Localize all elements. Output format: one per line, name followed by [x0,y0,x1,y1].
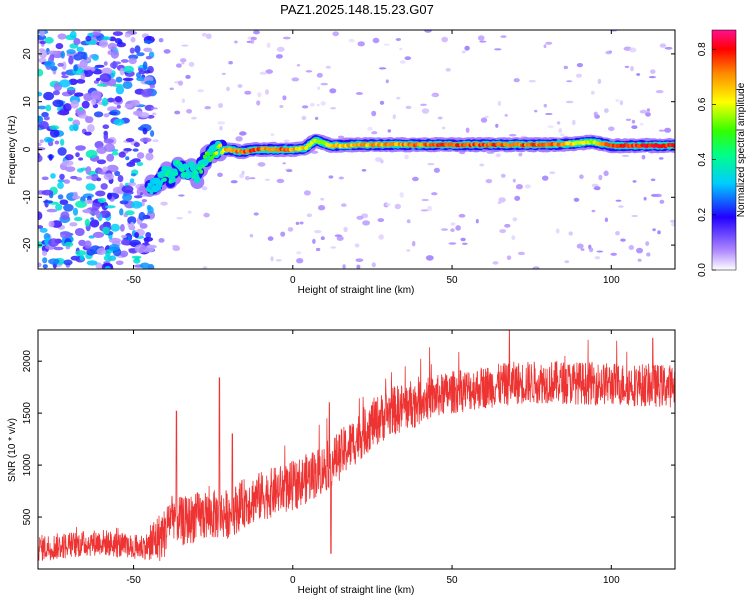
snr-frame [37,329,676,570]
colorbar-label: Normalized spectral amplitude [736,82,747,217]
spectrogram-x-tick-label: 0 [290,275,296,286]
spectrogram-image [38,30,675,269]
colorbar-tick-label: 0.2 [697,207,708,221]
snr-plot-area [38,330,675,562]
spectrogram-y-axis-label: Frequency (Hz) [7,116,18,185]
spectrogram-x-tick-label: 50 [446,275,458,286]
colorbar-gradient [711,29,737,271]
colorbar-tick-label: 0.0 [697,263,708,277]
spectrogram-y-tick-label: 10 [22,96,33,108]
colorbar-tick-label: 0.6 [697,97,708,111]
spectrogram-y-tick-label: -20 [22,237,33,252]
colorbar: 0.0 0.2 0.4 0.6 0.8 Normalized spectral ampl… [697,29,747,277]
snr-x-tick-label: 0 [290,575,296,586]
snr-y-tick-label: 500 [22,508,33,525]
snr-panel: -50 0 50 100 500 1000 1500 2000 Height of strai… [7,329,676,596]
snr-y-tick-label: 2000 [22,350,33,373]
snr-y-tick-label: 1500 [22,402,33,425]
spectrogram-y-tick-label: 0 [22,146,33,152]
spectrogram-x-tick-label: -50 [126,275,141,286]
snr-x-axis-label: Height of straight line (km) [298,585,415,596]
figure-title: PAZ1.2025.148.15.23.G07 [280,2,434,17]
spectrogram-x-axis-label: Height of straight line (km) [298,285,415,296]
spectrogram-x-tick-label: 100 [603,275,620,286]
snr-x-tick-label: -50 [126,575,141,586]
spectrogram-y-tick-label: 20 [22,48,33,60]
colorbar-tick-label: 0.4 [697,152,708,166]
colorbar-tick-label: 0.8 [697,42,708,56]
spectrogram-panel: -50 0 50 100 -20 -10 0 10 20 Height of straight … [7,29,676,296]
spectrogram-y-tick-label: -10 [22,190,33,205]
snr-y-axis-label: SNR (10 * v/v) [7,418,18,482]
snr-x-tick-label: 50 [446,575,458,586]
snr-y-tick-label: 1000 [22,454,33,477]
snr-series-line [38,330,675,562]
snr-x-tick-label: 100 [603,575,620,586]
